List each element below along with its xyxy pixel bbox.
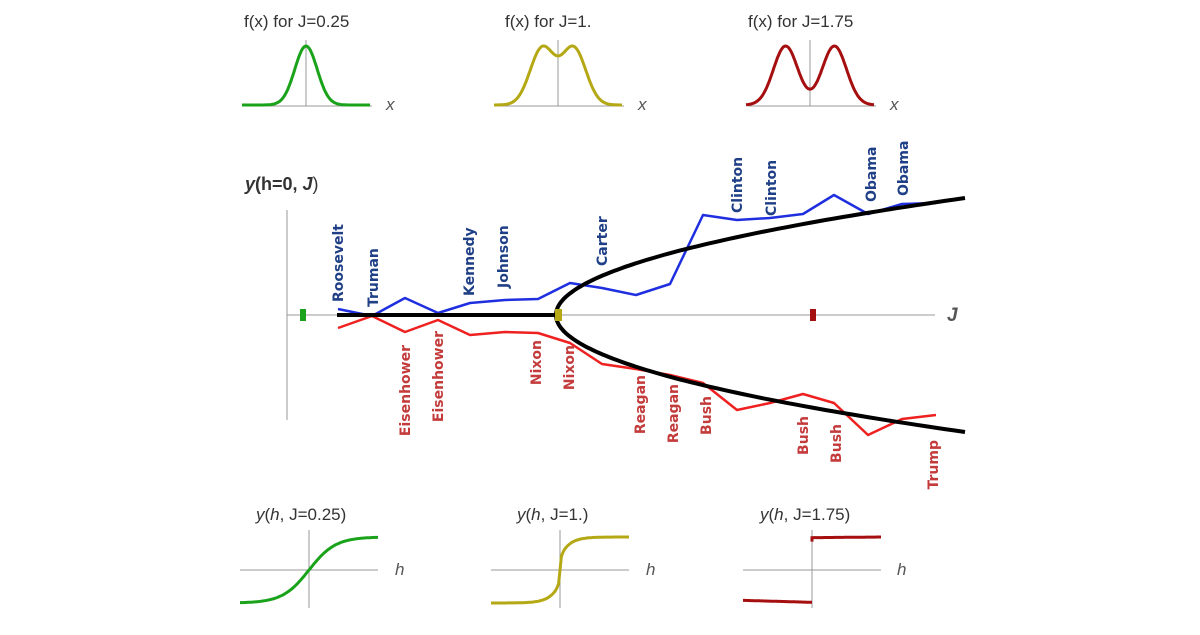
bottom-panel-1-magnetization-curve bbox=[240, 535, 378, 605]
label-kennedy: Kennedy bbox=[462, 227, 478, 296]
top-panel-3-title: f(x) for J=1.75 bbox=[748, 12, 853, 31]
label-eisenhower-1: Eisenhower bbox=[398, 345, 414, 436]
label-eisenhower-2: Eisenhower bbox=[431, 331, 447, 422]
label-trump: Trump bbox=[926, 440, 942, 490]
top-panel-2: f(x) for J=1. x bbox=[494, 12, 647, 114]
top-panel-1: f(x) for J=0.25 x bbox=[242, 12, 395, 114]
bottom-panel-1-title: y(h, J=0.25) bbox=[255, 505, 346, 524]
label-bush-3: Bush bbox=[829, 424, 845, 463]
bottom-panel-1-x-label: h bbox=[395, 560, 404, 579]
label-nixon-2: Nixon bbox=[562, 345, 578, 390]
label-obama-2: Obama bbox=[896, 141, 912, 196]
top-panel-2-density-curve bbox=[494, 44, 622, 107]
label-bush-1: Bush bbox=[699, 396, 715, 435]
label-roosevelt: Roosevelt bbox=[331, 224, 347, 302]
label-johnson: Johnson bbox=[496, 225, 512, 289]
marker-j-0.25 bbox=[300, 309, 306, 321]
top-panel-1-density-curve bbox=[242, 44, 370, 107]
top-panel-2-x-label: x bbox=[637, 95, 647, 114]
democratic-vote-series-line bbox=[337, 193, 937, 318]
bottom-panel-3-x-label: h bbox=[897, 560, 906, 579]
republican-vote-series-line bbox=[337, 314, 937, 437]
top-panel-3-density-curve bbox=[745, 44, 875, 107]
label-clinton-2: Clinton bbox=[764, 160, 780, 216]
bottom-panel-1: y(h, J=0.25) h bbox=[240, 505, 404, 608]
bottom-panel-3-magnetization-upper-branch bbox=[810, 535, 881, 542]
main-panel: y(h=0, J) J Roosevelt Truman Kennedy Joh… bbox=[244, 141, 966, 490]
bottom-panel-3: y(h, J=1.75) h bbox=[743, 505, 906, 608]
label-nixon-1: Nixon bbox=[529, 340, 545, 385]
label-truman: Truman bbox=[366, 248, 382, 307]
label-carter: Carter bbox=[595, 216, 611, 266]
label-obama-1: Obama bbox=[864, 147, 880, 202]
top-panel-1-title: f(x) for J=0.25 bbox=[244, 12, 349, 31]
bottom-panel-2-magnetization-curve bbox=[491, 535, 629, 605]
top-panel-3: f(x) for J=1.75 x bbox=[745, 12, 899, 114]
label-reagan-2: Reagan bbox=[666, 384, 682, 443]
label-bush-2: Bush bbox=[796, 416, 812, 455]
main-x-label: J bbox=[947, 305, 958, 326]
bottom-panel-2: y(h, J=1.) h bbox=[491, 505, 655, 608]
bottom-panel-3-title: y(h, J=1.75) bbox=[759, 505, 850, 524]
main-y-label: y(h=0, J) bbox=[244, 174, 319, 194]
label-clinton-1: Clinton bbox=[730, 157, 746, 213]
label-reagan-1: Reagan bbox=[633, 375, 649, 434]
top-panel-2-title: f(x) for J=1. bbox=[505, 12, 591, 31]
marker-j-1.75 bbox=[810, 309, 816, 321]
bottom-panel-2-x-label: h bbox=[646, 560, 655, 579]
bottom-panel-3-magnetization-lower-branch bbox=[743, 598, 812, 604]
bottom-panel-2-title: y(h, J=1.) bbox=[516, 505, 588, 524]
top-panel-3-x-label: x bbox=[889, 95, 899, 114]
top-panel-1-x-label: x bbox=[385, 95, 395, 114]
marker-j-1 bbox=[555, 309, 562, 321]
